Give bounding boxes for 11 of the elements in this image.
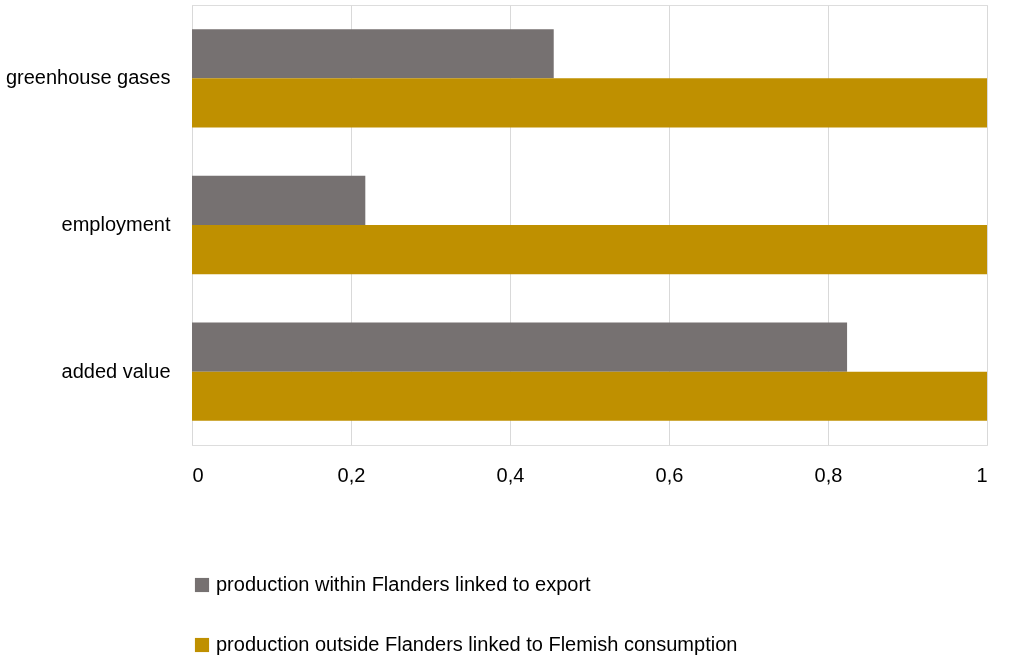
x-tick-label: 0,8 [814, 463, 843, 486]
y-tick-label: greenhouse gases [5, 66, 171, 89]
x-tick-label: 0 [192, 463, 204, 486]
y-tick-label: added value [61, 359, 171, 382]
legend-label: production outside Flanders linked to Flemish consumption [216, 633, 738, 655]
x-tick-label: 0,6 [655, 463, 684, 486]
x-tick-label: 0,2 [337, 463, 366, 486]
y-tick-label: employment [61, 213, 171, 235]
x-tick-label: 1 [976, 463, 988, 486]
legend-label: production within Flanders linked to export [216, 573, 592, 595]
x-tick-label: 0,4 [496, 463, 525, 486]
